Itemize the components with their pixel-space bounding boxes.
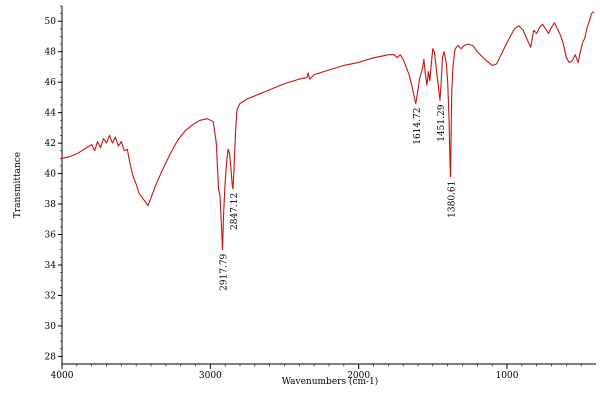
y-tick-label: 42 bbox=[45, 139, 56, 149]
axes bbox=[61, 6, 596, 365]
y-tick-label: 50 bbox=[45, 17, 57, 27]
y-tick-label: 48 bbox=[45, 48, 57, 58]
peak-labels: 2917.79 2847.12 1614.72 1451.29 1380.61 bbox=[220, 104, 458, 291]
y-tick-label: 28 bbox=[45, 352, 57, 362]
y-tick-label: 34 bbox=[45, 261, 57, 271]
y-tick-label: 30 bbox=[45, 322, 57, 332]
x-tick-label: 1000 bbox=[496, 371, 519, 381]
y-axis-label: Transmittance bbox=[13, 152, 23, 218]
ticks: 28 30 32 34 36 38 40 42 44 46 48 50 4000 3000 2000 1000 bbox=[45, 5, 582, 381]
y-tick-label: 44 bbox=[45, 109, 57, 119]
peak-label: 1380.61 bbox=[448, 181, 458, 218]
x-tick-label: 4000 bbox=[51, 371, 74, 381]
series bbox=[61, 11, 595, 251]
peak-label: 1614.72 bbox=[413, 108, 423, 145]
y-tick-label: 36 bbox=[45, 231, 57, 241]
x-tick-label: 3000 bbox=[199, 371, 222, 381]
y-tick-label: 46 bbox=[45, 78, 57, 88]
y-tick-label: 40 bbox=[45, 170, 57, 180]
y-tick-label: 32 bbox=[45, 291, 56, 301]
y-tick-label: 38 bbox=[45, 200, 57, 210]
peak-label: 1451.29 bbox=[437, 104, 447, 141]
peak-label: 2847.12 bbox=[230, 193, 240, 230]
x-axis-label: Wavenumbers (cm-1) bbox=[282, 376, 379, 387]
peak-label: 2917.79 bbox=[220, 253, 230, 290]
spectrum-line bbox=[61, 11, 595, 251]
x-tick-label: 2000 bbox=[347, 371, 370, 381]
